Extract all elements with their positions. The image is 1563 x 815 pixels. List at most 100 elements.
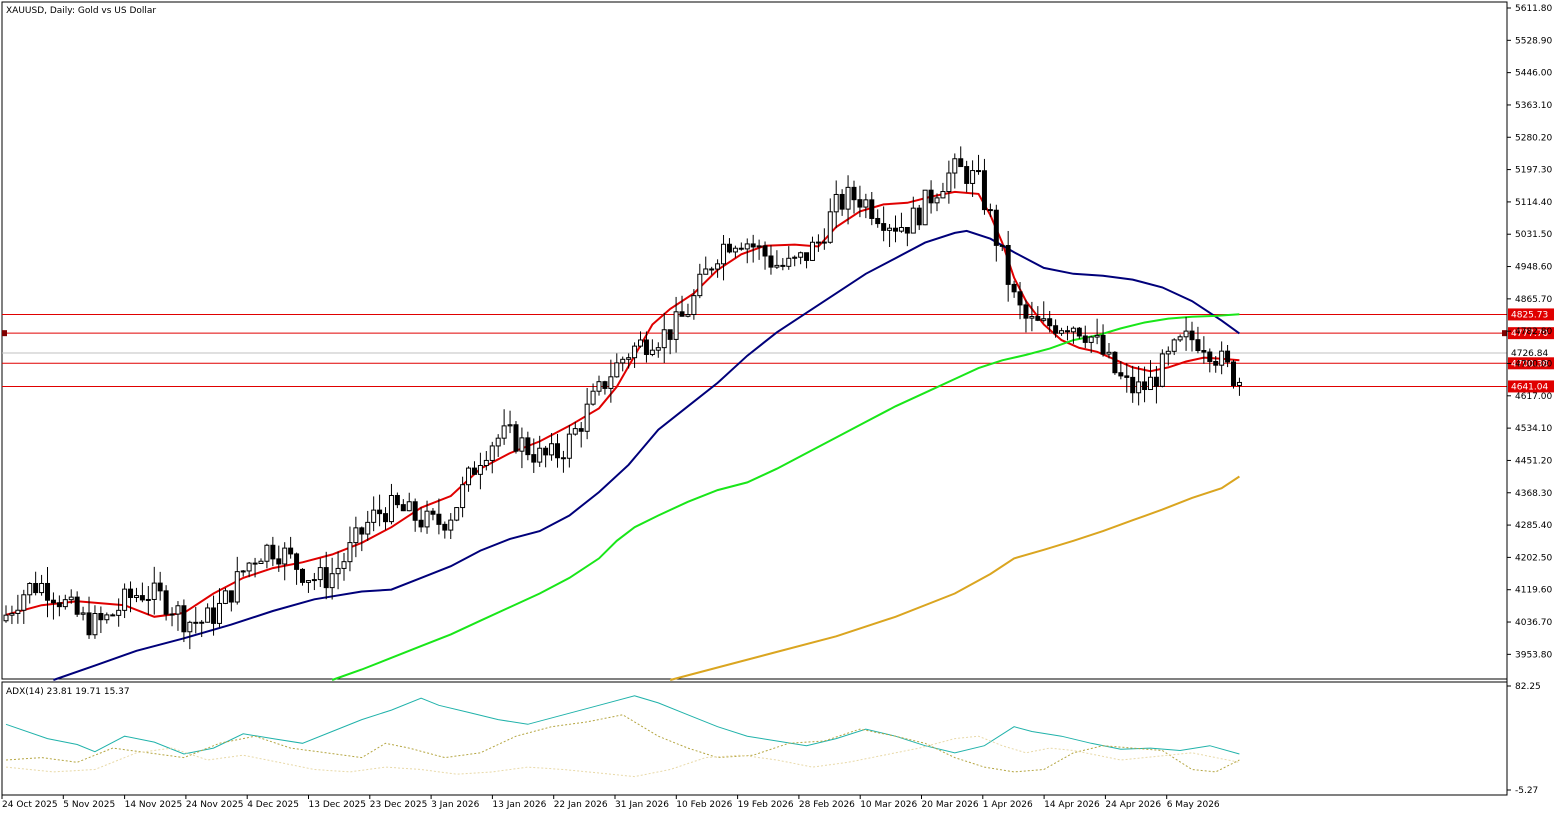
candle-body <box>1041 318 1047 321</box>
candle-body <box>703 268 709 275</box>
candle-body <box>1189 330 1195 341</box>
candle-body <box>1112 351 1118 374</box>
level-tag <box>1508 308 1554 321</box>
candle-body <box>809 241 815 261</box>
candle-body <box>1017 291 1023 306</box>
candle-body <box>471 467 477 475</box>
level-marker-left <box>2 330 7 337</box>
candle-body <box>365 521 371 535</box>
candle-body <box>964 166 970 184</box>
level-tag-label: 4777.70 <box>1511 329 1548 339</box>
candle-body <box>910 207 916 234</box>
candle-body <box>187 621 193 633</box>
candle-body <box>525 437 531 456</box>
candle-body <box>750 243 756 248</box>
level-tag <box>1508 327 1554 340</box>
candle-body <box>377 509 383 515</box>
candle-body <box>833 193 839 213</box>
candle-body <box>513 424 519 452</box>
candle-body <box>228 590 234 603</box>
ma_long-line <box>331 313 1240 681</box>
candle-body <box>1153 376 1159 387</box>
candle-body <box>80 612 86 615</box>
candle-body <box>638 339 644 347</box>
candle-body <box>3 614 9 622</box>
candle-body <box>145 598 151 601</box>
level-tag-label: 4641.04 <box>1511 382 1548 392</box>
candle-body <box>1207 351 1213 362</box>
candle-body <box>1236 381 1242 386</box>
candle-body <box>371 509 377 523</box>
candle-body <box>1183 330 1189 338</box>
candle-body <box>815 241 821 244</box>
candle-body <box>1225 350 1231 363</box>
price-tick-label: 5611.80 <box>1515 4 1552 14</box>
candle-body <box>887 227 893 231</box>
candle-body <box>1118 372 1124 377</box>
date-tick-label: 14 Nov 2025 <box>125 800 183 810</box>
candle-body <box>875 217 881 225</box>
date-tick-label: 10 Mar 2026 <box>860 800 917 810</box>
level-tag-label: 4825.73 <box>1511 310 1548 320</box>
candle-body <box>193 621 199 624</box>
candle-body <box>928 189 934 204</box>
candle-body <box>1070 327 1076 333</box>
candle-body <box>679 311 685 317</box>
price-tick-label: 4036.70 <box>1515 618 1552 628</box>
candle-body <box>1064 330 1070 333</box>
candle-body <box>1195 339 1201 352</box>
candle-body <box>252 562 258 565</box>
candle-body <box>655 347 661 351</box>
price-tick-label: 5446.00 <box>1515 69 1552 79</box>
candle-body <box>632 345 638 359</box>
date-tick-label: 19 Feb 2026 <box>738 800 794 810</box>
candle-body <box>181 605 187 633</box>
candle-body <box>15 609 21 614</box>
candle-body <box>981 170 987 211</box>
candle-body <box>691 295 697 316</box>
candle-body <box>341 561 347 569</box>
main-price-pane[interactable]: 4825.73 4777.70 4700.38 4641.04 4726.84 <box>1 1 1554 681</box>
candle-body <box>489 445 495 461</box>
candle-body <box>163 590 169 615</box>
level-tag <box>1508 357 1554 370</box>
candle-body <box>335 567 341 575</box>
candle-body <box>1011 283 1017 293</box>
candle-body <box>999 244 1005 247</box>
candle-body <box>798 252 804 258</box>
candle-body <box>264 544 270 562</box>
candle-body <box>442 523 448 531</box>
candle-body <box>821 241 827 244</box>
candle-body <box>673 311 679 340</box>
candle-body <box>1076 327 1082 337</box>
candle-body <box>940 191 946 199</box>
candle-body <box>1023 304 1029 319</box>
candle-body <box>768 255 774 268</box>
candle-body <box>649 349 655 355</box>
candle-body <box>383 513 389 523</box>
candle-body <box>661 329 667 349</box>
candle-body <box>205 607 211 623</box>
date-tick-label: 6 May 2026 <box>1167 800 1220 810</box>
candle-body <box>359 527 365 535</box>
ma_200-line <box>669 475 1240 681</box>
candle-body <box>952 158 958 174</box>
candle-body <box>92 613 98 636</box>
candle-body <box>139 595 145 601</box>
candle-body <box>347 542 353 563</box>
candle-body <box>543 447 549 456</box>
candle-body <box>477 465 483 475</box>
price-tick-label: 3953.80 <box>1515 650 1552 660</box>
candle-body <box>898 226 904 232</box>
candle-body <box>27 583 33 596</box>
candle-body <box>175 605 181 615</box>
candle-body <box>620 358 626 364</box>
candle-body <box>294 553 300 570</box>
price-tick-label: 4617.00 <box>1515 392 1552 402</box>
price-tick-label: 4451.20 <box>1515 456 1552 466</box>
candle-body <box>904 226 910 234</box>
candle-body <box>554 443 560 459</box>
candle-body <box>1171 339 1177 352</box>
date-tick-label: 14 Apr 2026 <box>1044 800 1100 810</box>
